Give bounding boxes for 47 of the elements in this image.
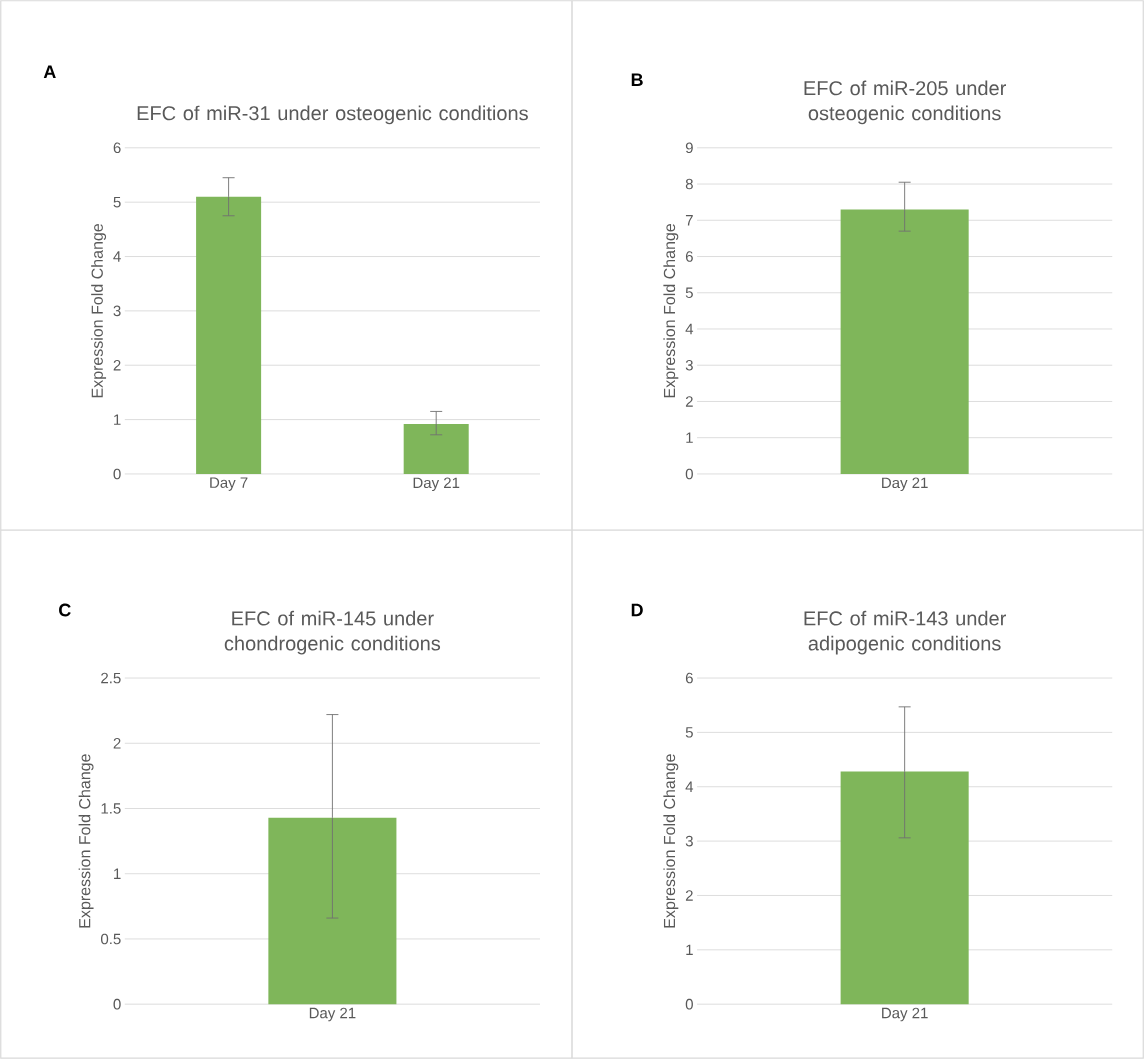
chart-title: EFC of miR-145 under chondrogenic conditions xyxy=(224,610,441,655)
y-tick-label: 5 xyxy=(113,196,121,208)
x-tick-label: Day 21 xyxy=(882,1007,928,1022)
y-tick-label: 0 xyxy=(685,998,693,1010)
y-tick-label: 6 xyxy=(113,142,121,154)
y-tick-label: 0 xyxy=(685,468,693,480)
chart-title: EFC of miR-143 under adipogenic conditions xyxy=(804,610,1007,655)
y-tick-label: 2 xyxy=(685,890,693,901)
y-tick-label: 0.5 xyxy=(101,933,121,945)
text: C xyxy=(59,603,71,617)
y-axis-title: Expression Fold Change xyxy=(663,754,679,928)
y-tick-label: 1 xyxy=(114,414,121,425)
y-tick-label: 1 xyxy=(686,432,693,443)
text: D xyxy=(631,603,643,617)
y-tick-label: 3 xyxy=(685,835,693,847)
text: B xyxy=(631,73,643,86)
x-tick-label: Day 21 xyxy=(309,1007,356,1022)
y-tick-label: 0 xyxy=(113,468,121,480)
x-tick-label: Day 21 xyxy=(413,477,460,492)
y-tick-label: 4 xyxy=(685,323,694,335)
y-tick-label: 1 xyxy=(114,868,121,879)
chart-title: EFC of miR-31 under osteogenic conditions xyxy=(137,105,528,125)
chart-title: EFC of miR-205 under osteogenic conditions xyxy=(804,80,1007,125)
y-tick-label: 4 xyxy=(685,781,694,792)
y-tick-label: 5 xyxy=(685,727,693,738)
y-tick-label: 2.5 xyxy=(101,672,121,684)
y-tick-label: 6 xyxy=(685,251,693,262)
x-tick-label: Day 7 xyxy=(210,477,248,491)
y-tick-label: 3 xyxy=(685,359,693,371)
y-tick-label: 7 xyxy=(685,215,693,226)
y-axis-title: Expression Fold Change xyxy=(78,754,94,928)
y-tick-label: 2 xyxy=(113,360,121,371)
y-axis-title: Expression Fold Change xyxy=(663,224,679,398)
y-tick-label: 1.5 xyxy=(101,803,121,814)
x-tick-label: Day 21 xyxy=(882,477,928,492)
y-tick-label: 2 xyxy=(113,738,121,749)
y-tick-label: 3 xyxy=(113,305,121,317)
y-tick-label: 5 xyxy=(685,287,693,298)
y-tick-label: 6 xyxy=(685,672,693,684)
y-axis-title: Expression Fold Change xyxy=(91,224,107,398)
y-tick-label: 0 xyxy=(113,998,121,1010)
y-tick-label: 1 xyxy=(686,944,693,955)
y-tick-label: 9 xyxy=(685,142,693,154)
y-tick-label: 4 xyxy=(113,251,121,262)
text: A xyxy=(43,65,56,78)
y-tick-label: 8 xyxy=(685,178,693,190)
y-tick-label: 2 xyxy=(685,396,693,407)
